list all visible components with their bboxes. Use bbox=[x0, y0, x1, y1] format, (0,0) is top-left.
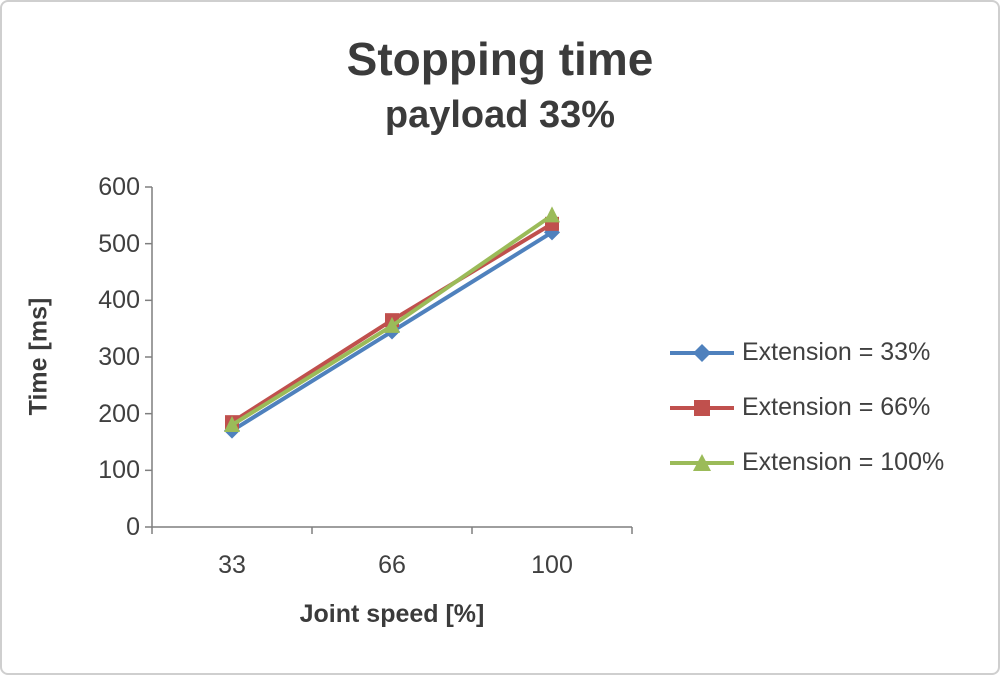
triangle-marker-icon bbox=[384, 316, 400, 333]
x-axis-label: Joint speed [%] bbox=[299, 600, 485, 628]
legend-marker-icon bbox=[670, 399, 734, 416]
legend-item: Extension = 100% bbox=[670, 448, 944, 477]
triangle-marker-icon bbox=[224, 416, 240, 432]
x-tick-label: 66 bbox=[378, 551, 406, 579]
y-tick-label: 500 bbox=[98, 229, 140, 258]
y-axis-label: Time [ms] bbox=[24, 297, 53, 416]
legend-marker-icon bbox=[670, 453, 734, 471]
y-tick-label: 600 bbox=[98, 173, 140, 201]
y-tick-label: 0 bbox=[126, 513, 140, 541]
plot-area-svg bbox=[145, 186, 633, 534]
legend-item: Extension = 33% bbox=[670, 338, 944, 367]
legend: Extension = 33% Extension = 66% Extension … bbox=[670, 338, 944, 477]
chart-subtitle: payload 33% bbox=[384, 94, 616, 136]
y-tick-label: 300 bbox=[98, 343, 140, 371]
chart-title: Stopping time bbox=[346, 33, 654, 85]
x-tick-label: 33 bbox=[218, 551, 246, 579]
y-tick-label: 400 bbox=[98, 286, 140, 315]
legend-label: Extension = 100% bbox=[742, 448, 945, 476]
y-tick-label: 200 bbox=[98, 399, 140, 428]
legend-marker-icon bbox=[670, 343, 734, 362]
y-tick-label: 100 bbox=[98, 456, 140, 485]
legend-label: Extension = 66% bbox=[742, 393, 931, 421]
triangle-marker-icon bbox=[544, 206, 560, 223]
legend-item: Extension = 66% bbox=[670, 393, 944, 422]
diamond-marker-icon bbox=[544, 224, 560, 241]
legend-label: Extension = 33% bbox=[742, 338, 931, 366]
x-tick-label: 100 bbox=[531, 551, 573, 579]
